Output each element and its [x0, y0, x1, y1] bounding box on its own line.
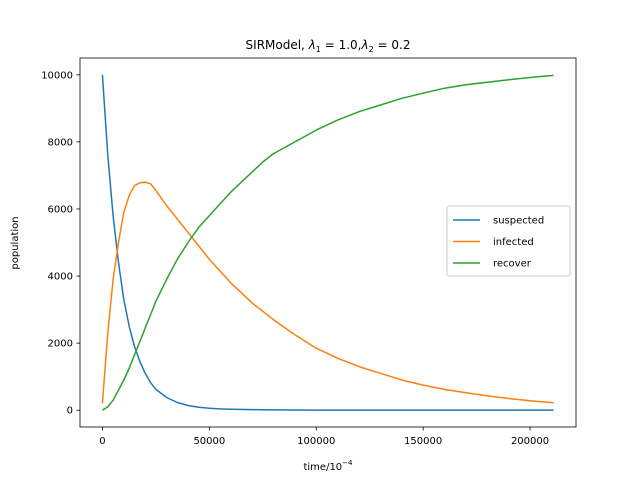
y-tick-label: 10000: [41, 70, 73, 81]
x-axis-label-exponent: −4: [342, 459, 353, 467]
series-line-infected: [101, 181, 554, 404]
legend-label-suspected: suspected: [493, 216, 544, 227]
title-lambda1-symbol: λ: [308, 38, 316, 52]
legend-label-recover: recover: [493, 259, 532, 270]
legend-label-infected: infected: [493, 237, 534, 248]
chart-title: SIRModel, λ1 = 1.0,λ2 = 0.2: [246, 38, 411, 54]
y-tick-label: 0: [67, 406, 73, 417]
y-axis-label: population: [10, 216, 21, 269]
series-line-suspected: [101, 74, 554, 411]
x-tick-label: 200000: [511, 436, 549, 447]
title-prefix: SIRModel,: [246, 38, 309, 52]
x-axis-label-base: time/10: [303, 462, 342, 473]
title-lambda2-symbol: λ: [360, 38, 368, 52]
legend: suspected infected recover: [446, 205, 571, 277]
y-axis-ticks: 0 2000 4000 6000 8000 10000: [41, 70, 80, 417]
title-lambda2-value: = 0.2: [374, 38, 411, 52]
title-lambda1-subscript: 1: [316, 45, 321, 54]
x-tick-label: 150000: [404, 436, 442, 447]
x-tick-label: 0: [99, 436, 105, 447]
title-lambda2-subscript: 2: [369, 45, 374, 54]
y-tick-label: 6000: [48, 204, 73, 215]
x-axis-ticks: 0 50000 100000 150000 200000: [99, 427, 549, 447]
series-layer: [101, 74, 554, 411]
legend-box: [446, 205, 571, 277]
series-line-recover: [102, 74, 554, 411]
plot-frame: [79, 57, 577, 428]
y-tick-label: 2000: [48, 339, 73, 350]
x-tick-label: 50000: [193, 436, 225, 447]
y-tick-label: 4000: [48, 272, 73, 283]
y-tick-label: 8000: [48, 137, 73, 148]
x-tick-label: 100000: [297, 436, 335, 447]
title-lambda1-value: = 1.0,: [321, 38, 362, 52]
x-axis-label: time/10−4: [303, 459, 353, 473]
